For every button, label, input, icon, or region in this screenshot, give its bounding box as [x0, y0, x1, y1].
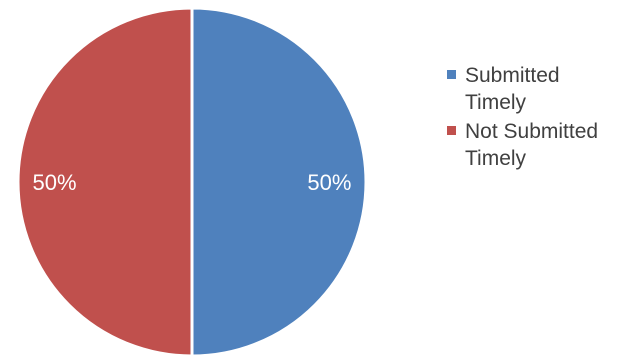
legend-swatch-not-submitted-timely: [447, 126, 456, 135]
legend-swatch-submitted-timely: [447, 70, 456, 79]
legend-label-not-submitted-timely: Not Submitted Timely: [465, 120, 599, 170]
pie-slice-submitted-timely: [190, 6, 368, 355]
data-label-not-submitted-timely: 50%: [33, 170, 77, 195]
legend-label-submitted-timely: Submitted Timely: [465, 64, 560, 114]
pie-slice-not-submitted-timely: [16, 6, 194, 355]
legend-item-submitted-timely: Submitted Timely: [447, 62, 617, 116]
legend: Submitted Timely Not Submitted Timely: [447, 62, 617, 174]
data-label-submitted-timely: 50%: [307, 170, 351, 195]
legend-item-not-submitted-timely: Not Submitted Timely: [447, 118, 617, 172]
